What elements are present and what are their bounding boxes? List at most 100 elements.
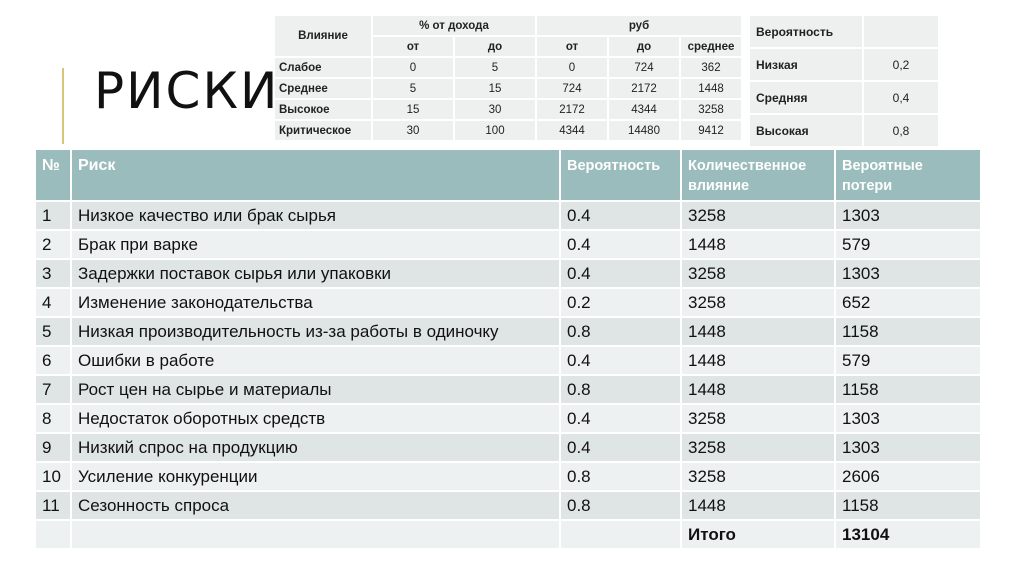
impact-sub-header: до [609,37,679,56]
impact-row-label: Высокое [275,100,371,119]
row-risk: Усиление конкуренции [72,463,559,490]
impact-cell: 9412 [681,121,741,140]
table-row: 4 Изменение законодательства 0.2 3258 65… [36,289,980,316]
row-loss: 1158 [836,492,980,519]
probability-header-empty [864,16,938,47]
impact-sub-header: от [537,37,607,56]
row-number: 6 [36,347,70,374]
title-accent-line [62,68,64,144]
slide-title: РИСКИ [94,62,280,120]
row-loss: 579 [836,347,980,374]
impact-cell: 1448 [681,79,741,98]
row-impact: 3258 [682,463,834,490]
impact-row-label: Слабое [275,58,371,77]
impact-cell: 2172 [537,100,607,119]
row-risk: Низкая производительность из-за работы в… [72,318,559,345]
row-probability: 0.8 [561,463,680,490]
table-row: 5 Низкая производительность из-за работы… [36,318,980,345]
row-loss: 1158 [836,376,980,403]
row-loss: 1303 [836,260,980,287]
table-row: 6 Ошибки в работе 0.4 1448 579 [36,347,980,374]
row-impact: 3258 [682,289,834,316]
impact-header-percent: % от дохода [373,16,535,35]
table-row: 10 Усиление конкуренции 0.8 3258 2606 [36,463,980,490]
impact-cell: 724 [537,79,607,98]
impact-cell: 5 [455,58,535,77]
impact-table: Влияние % от дохода руб от до от до сред… [273,14,743,142]
row-probability: 0.2 [561,289,680,316]
impact-cell: 362 [681,58,741,77]
row-number: 7 [36,376,70,403]
table-row: 11 Сезонность спроса 0.8 1448 1158 [36,492,980,519]
impact-cell: 4344 [537,121,607,140]
probability-table: Вероятность Низкая 0,2 Средняя 0,4 Высок… [748,14,940,148]
row-risk: Низкое качество или брак сырья [72,202,559,229]
impact-row-label: Среднее [275,79,371,98]
row-number: 5 [36,318,70,345]
table-row: 8 Недостаток оборотных средств 0.4 3258 … [36,405,980,432]
row-number: 10 [36,463,70,490]
table-row: 1 Низкое качество или брак сырья 0.4 325… [36,202,980,229]
probability-row: Низкая 0,2 [750,49,938,80]
impact-row: Слабое 0 5 0 724 362 [275,58,741,77]
probability-value: 0,2 [864,49,938,80]
total-value: 13104 [836,521,980,548]
row-number: 2 [36,231,70,258]
column-header-risk: Риск [72,150,559,200]
row-impact: 3258 [682,202,834,229]
impact-cell: 0 [537,58,607,77]
total-empty [36,521,70,548]
table-row: 2 Брак при варке 0.4 1448 579 [36,231,980,258]
row-number: 9 [36,434,70,461]
probability-label: Высокая [750,115,862,146]
probability-value: 0,8 [864,115,938,146]
row-loss: 1158 [836,318,980,345]
row-impact: 1448 [682,492,834,519]
row-number: 1 [36,202,70,229]
row-risk: Рост цен на сырье и материалы [72,376,559,403]
probability-row: Высокая 0,8 [750,115,938,146]
row-risk: Ошибки в работе [72,347,559,374]
impact-cell: 0 [373,58,453,77]
impact-row: Высокое 15 30 2172 4344 3258 [275,100,741,119]
table-row: 7 Рост цен на сырье и материалы 0.8 1448… [36,376,980,403]
impact-sub-header: от [373,37,453,56]
probability-header: Вероятность [750,16,862,47]
row-probability: 0.4 [561,202,680,229]
risk-table: № Риск Вероятность Количественное влияни… [34,148,982,550]
impact-cell: 15 [373,100,453,119]
column-header-loss: Вероятные потери [836,150,980,200]
row-number: 4 [36,289,70,316]
row-loss: 1303 [836,202,980,229]
impact-cell: 100 [455,121,535,140]
row-probability: 0.4 [561,434,680,461]
row-risk: Изменение законодательства [72,289,559,316]
row-impact: 1448 [682,347,834,374]
probability-row: Средняя 0,4 [750,82,938,113]
row-probability: 0.4 [561,405,680,432]
row-probability: 0.8 [561,376,680,403]
impact-header-rub: руб [537,16,741,35]
row-loss: 579 [836,231,980,258]
row-impact: 3258 [682,434,834,461]
impact-cell: 2172 [609,79,679,98]
total-empty [72,521,559,548]
row-impact: 1448 [682,376,834,403]
column-header-probability: Вероятность [561,150,680,200]
impact-cell: 724 [609,58,679,77]
row-probability: 0.8 [561,492,680,519]
row-impact: 1448 [682,318,834,345]
impact-sub-header: среднее [681,37,741,56]
row-risk: Задержки поставок сырья или упаковки [72,260,559,287]
probability-label: Средняя [750,82,862,113]
impact-row-label: Критическое [275,121,371,140]
probability-label: Низкая [750,49,862,80]
impact-cell: 30 [455,100,535,119]
row-impact: 3258 [682,405,834,432]
row-impact: 1448 [682,231,834,258]
total-row: Итого 13104 [36,521,980,548]
row-number: 8 [36,405,70,432]
impact-cell: 30 [373,121,453,140]
impact-row: Среднее 5 15 724 2172 1448 [275,79,741,98]
row-loss: 1303 [836,434,980,461]
